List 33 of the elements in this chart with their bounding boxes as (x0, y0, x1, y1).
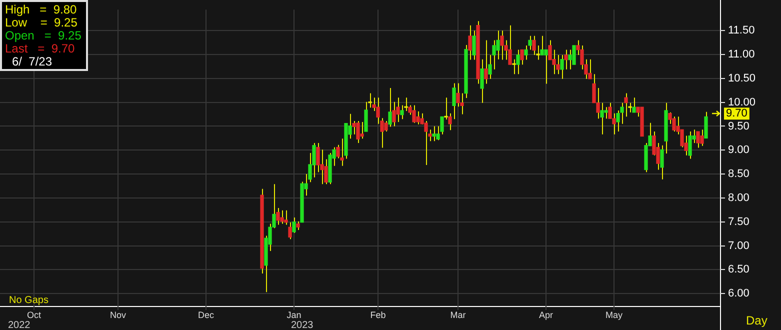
candlestick (680, 129, 684, 148)
x-tick-label: Apr (538, 310, 554, 320)
y-tick-label: 10.50 (728, 72, 756, 84)
y-tick-label: 6.00 (728, 288, 750, 300)
x-tick-label: Mar (450, 310, 466, 320)
annotation: Low = 9.25 (5, 15, 78, 30)
y-tick-label: 10.00 (728, 96, 756, 108)
text: 9.70 (726, 108, 748, 120)
y-tick-label: 9.00 (728, 144, 750, 156)
candlestick (572, 45, 576, 65)
y-tick-label: 8.00 (728, 192, 750, 204)
x-tick-label: Jan (286, 310, 302, 320)
y-tick-label: 11.50 (728, 24, 755, 37)
x-tick-label: Dec (198, 310, 214, 320)
y-tick-label: 8.50 (728, 168, 750, 180)
x-tick-label: Nov (110, 310, 126, 320)
y-tick-label: 6.50 (728, 264, 750, 276)
annotation: No Gaps (9, 294, 48, 306)
y-tick-label: 7.00 (728, 240, 750, 252)
candlestick (640, 106, 644, 137)
y-tick-label: 11.00 (728, 48, 755, 61)
y-tick-label: 7.50 (728, 216, 750, 228)
annotation: Last = 9.70 (5, 41, 76, 56)
x-tick-label: May (605, 310, 623, 320)
annotation: Open = 9.25 (5, 28, 82, 42)
text: 2022 (8, 320, 31, 330)
annotation: High = 9.80 (5, 2, 78, 16)
text: Day (746, 313, 768, 328)
y-tick-label: 9.50 (728, 120, 750, 132)
annotation: 6/ 7/23 (12, 54, 52, 68)
text: 2023 (291, 320, 314, 330)
x-tick-label: Oct (26, 310, 42, 320)
x-tick-label: Feb (370, 310, 386, 320)
